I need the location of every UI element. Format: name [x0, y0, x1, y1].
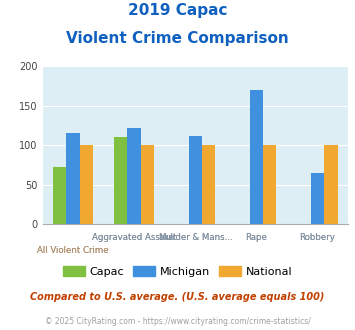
- Bar: [53, 167, 66, 224]
- Text: Robbery: Robbery: [299, 233, 335, 242]
- Text: All Violent Crime: All Violent Crime: [37, 246, 109, 255]
- Text: All Violent Crime: All Violent Crime: [37, 246, 109, 255]
- Text: Robbery: Robbery: [299, 233, 335, 242]
- Bar: [189, 136, 202, 224]
- Text: Rape: Rape: [245, 233, 267, 242]
- Bar: [324, 145, 338, 224]
- Bar: [80, 145, 93, 224]
- Text: © 2025 CityRating.com - https://www.cityrating.com/crime-statistics/: © 2025 CityRating.com - https://www.city…: [45, 317, 310, 326]
- Bar: [311, 173, 324, 224]
- Text: 2019 Capac: 2019 Capac: [128, 3, 227, 18]
- Bar: [263, 145, 277, 224]
- Text: Aggravated Assault: Aggravated Assault: [92, 233, 176, 242]
- Bar: [250, 90, 263, 224]
- Text: Aggravated Assault: Aggravated Assault: [92, 233, 176, 242]
- Bar: [127, 128, 141, 224]
- Legend: Capac, Michigan, National: Capac, Michigan, National: [59, 261, 296, 281]
- Text: Violent Crime Comparison: Violent Crime Comparison: [66, 31, 289, 46]
- Bar: [114, 137, 127, 224]
- Text: Rape: Rape: [245, 233, 267, 242]
- Text: Compared to U.S. average. (U.S. average equals 100): Compared to U.S. average. (U.S. average …: [30, 292, 325, 302]
- Text: Murder & Mans...: Murder & Mans...: [158, 233, 232, 242]
- Bar: [66, 133, 80, 224]
- Bar: [202, 145, 215, 224]
- Bar: [141, 145, 154, 224]
- Text: Murder & Mans...: Murder & Mans...: [158, 233, 232, 242]
